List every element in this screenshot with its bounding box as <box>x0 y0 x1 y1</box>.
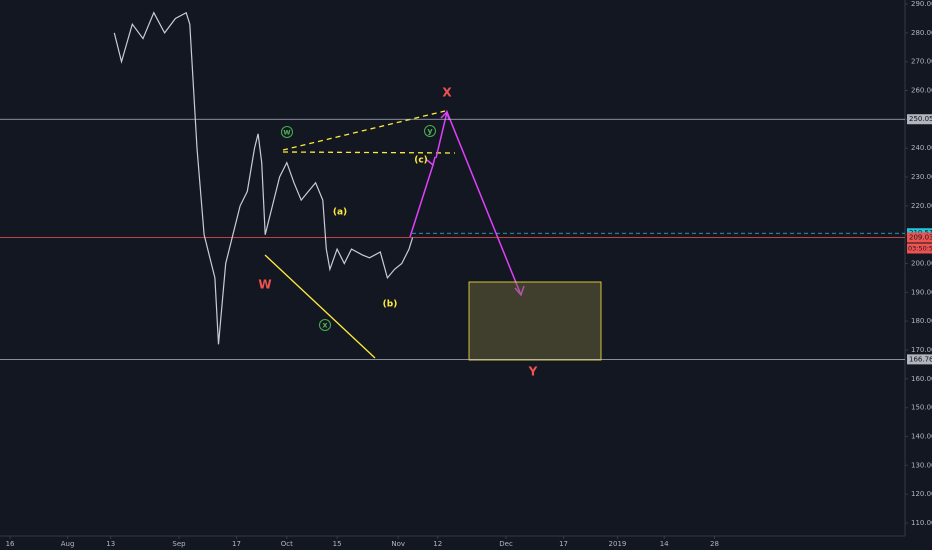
y-tick-label: 150.00 <box>911 404 932 412</box>
arrow-head <box>440 110 450 121</box>
y-tick-label: 180.00 <box>911 317 932 325</box>
y-tick-label: 230.00 <box>911 173 932 181</box>
wave-label: Y <box>528 365 538 379</box>
x-tick-label: 13 <box>106 540 115 548</box>
x-tick-label: 14 <box>660 540 669 548</box>
wave-label: W <box>258 278 271 292</box>
y-tick-label: 220.00 <box>911 202 932 210</box>
y-tick-label: 270.00 <box>911 58 932 66</box>
price-label-bg <box>907 354 932 365</box>
projection-arrow <box>409 164 434 238</box>
x-tick-label: 2019 <box>609 540 627 548</box>
y-tick-label: 170.00 <box>911 346 932 354</box>
wave-circle <box>281 126 293 138</box>
x-tick-label: Oct <box>281 540 293 548</box>
wave-label: (c) <box>414 156 428 166</box>
price-label: 250.05 <box>909 115 932 123</box>
x-tick-label: Nov <box>391 540 405 548</box>
trend-line <box>282 151 456 154</box>
wave-circle <box>424 125 436 137</box>
y-tick-label: 260.00 <box>911 87 932 95</box>
y-tick-label: 280.00 <box>911 29 932 37</box>
y-tick-label: 130.00 <box>911 461 932 469</box>
y-tick-label: 120.00 <box>911 490 932 498</box>
price-label: 209.03 <box>909 233 932 241</box>
y-tick-label: 190.00 <box>911 288 932 296</box>
wave-label: y <box>427 127 433 136</box>
y-tick-label: 200.00 <box>911 260 932 268</box>
trend-line <box>282 110 446 151</box>
y-tick-label: 160.00 <box>911 375 932 383</box>
price-line <box>113 11 414 345</box>
y-tick-label: 290.00 <box>911 0 932 8</box>
x-tick-label: 28 <box>710 540 719 548</box>
wave-label: (b) <box>383 300 398 310</box>
price-label: 166.76 <box>909 355 932 363</box>
arrow-head <box>514 285 525 297</box>
arrow-head <box>426 156 436 167</box>
y-tick-label: 240.00 <box>911 144 932 152</box>
drawings <box>264 109 602 361</box>
y-tick-label: 110.00 <box>911 519 932 527</box>
x-tick-label: 17 <box>559 540 568 548</box>
x-tick-label: 15 <box>333 540 342 548</box>
wave-label: (a) <box>333 208 347 218</box>
countdown-bg <box>907 243 932 254</box>
trend-line <box>264 254 376 359</box>
x-tick-label: 16 <box>6 540 15 548</box>
x-tick-label: 17 <box>232 540 241 548</box>
x-tick-label: Aug <box>61 540 75 548</box>
target-box <box>468 281 602 361</box>
wave-label: w <box>283 128 291 137</box>
wave-label: x <box>322 321 328 330</box>
x-tick-label: 12 <box>433 540 442 548</box>
price-label-bg <box>907 232 932 243</box>
wave-label: X <box>442 86 452 100</box>
x-tick-label: Dec <box>499 540 513 548</box>
y-tick-label: 140.00 <box>911 433 932 441</box>
wave-circle <box>319 319 331 331</box>
x-tick-label: Sep <box>172 540 186 548</box>
countdown: 03:50:54 <box>908 244 932 252</box>
price-label-bg <box>907 114 932 125</box>
